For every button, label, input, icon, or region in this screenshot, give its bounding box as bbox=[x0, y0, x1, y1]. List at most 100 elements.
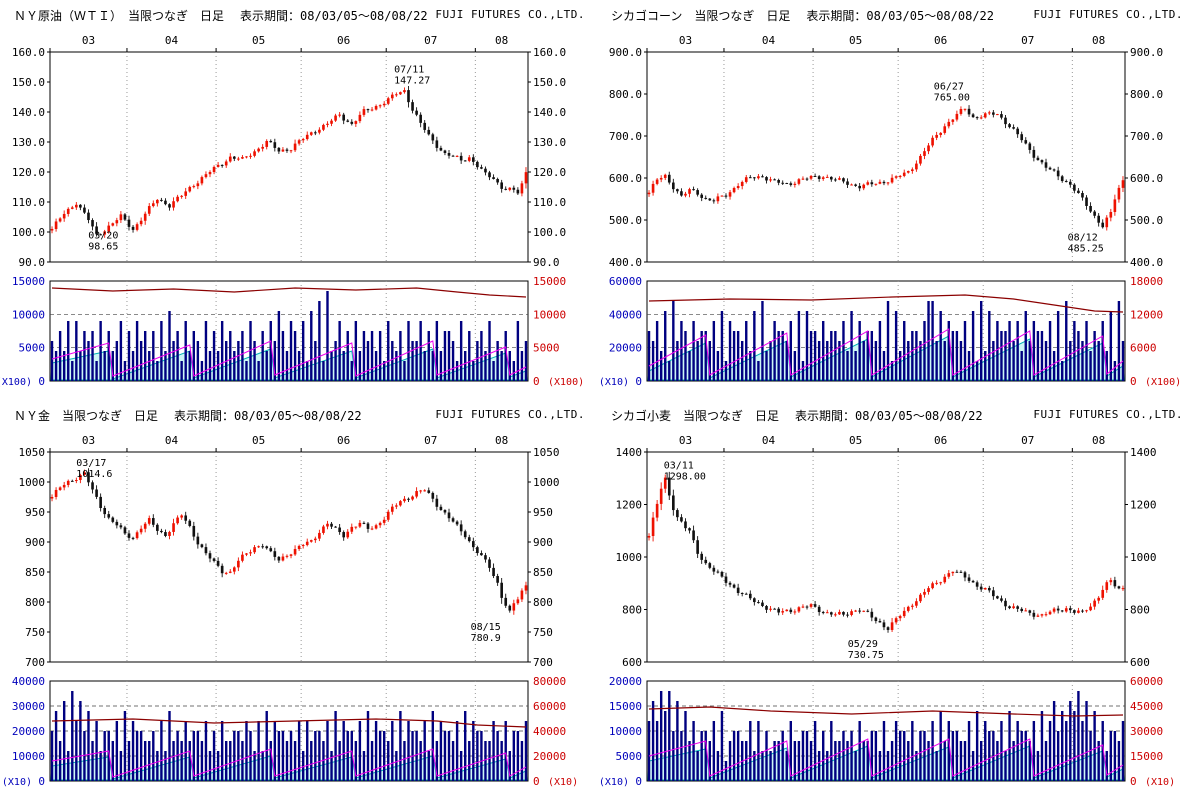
volume-bar bbox=[785, 751, 788, 781]
volume-tick-left: 10000 bbox=[12, 750, 45, 763]
volume-bar bbox=[378, 731, 382, 781]
volume-bar bbox=[757, 361, 760, 381]
company-label: FUJI FUTURES CO.,LTD. bbox=[435, 8, 585, 21]
volume-bar bbox=[1089, 351, 1092, 381]
volume-bar bbox=[382, 361, 386, 381]
month-label: 06 bbox=[934, 34, 947, 47]
price-tick-right: 500.0 bbox=[1130, 214, 1163, 227]
volume-bar bbox=[1073, 321, 1076, 381]
volume-bar bbox=[245, 361, 248, 381]
volume-bar bbox=[955, 331, 959, 381]
volume-bar bbox=[1028, 341, 1032, 381]
volume-unit-right: (X100) bbox=[1145, 377, 1181, 388]
volume-bar bbox=[915, 331, 918, 381]
company-label: FUJI FUTURES CO.,LTD. bbox=[1033, 408, 1183, 421]
chart-titlebar: ＮＹ原油（ＷＴＩ） 当限つなぎ 日足 表示期間：08/03/05～08/08/22… bbox=[14, 7, 585, 23]
volume-bar bbox=[168, 711, 171, 781]
volume-bar bbox=[459, 751, 463, 781]
volume-bar bbox=[297, 351, 301, 381]
volume-bar bbox=[387, 321, 390, 381]
volume-bar bbox=[720, 711, 724, 781]
volume-bar bbox=[71, 691, 74, 781]
price-tick-right: 600 bbox=[1130, 656, 1150, 669]
volume-bar bbox=[846, 351, 849, 381]
volume-bar bbox=[736, 331, 740, 381]
volume-bar bbox=[728, 321, 732, 381]
volume-bar bbox=[115, 721, 119, 781]
volume-bar bbox=[508, 351, 511, 381]
volume-bar bbox=[168, 311, 171, 381]
volume-tick-left: 30000 bbox=[12, 700, 45, 713]
month-label: 05 bbox=[849, 34, 862, 47]
volume-bar bbox=[1073, 711, 1076, 781]
volume-tick-left: 20000 bbox=[12, 725, 45, 738]
chart-plot-area: 03 04 05 06 07 08 1400 1400 1200 1200 1000 1000 800 8… bbox=[597, 400, 1194, 800]
chart-period-label: 表示期間：08/03/05～08/08/22 bbox=[240, 9, 428, 23]
volume-bar bbox=[50, 731, 54, 781]
volume-bar bbox=[1069, 341, 1072, 381]
volume-bar bbox=[289, 731, 293, 781]
price-tick-right: 1050 bbox=[533, 446, 560, 459]
volume-bar bbox=[111, 351, 114, 381]
company-label: FUJI FUTURES CO.,LTD. bbox=[435, 408, 585, 421]
volume-bar bbox=[1052, 701, 1056, 781]
volume-bar bbox=[358, 351, 362, 381]
volume-bar bbox=[676, 701, 679, 781]
volume-bar bbox=[1089, 731, 1092, 781]
price-tick-right: 800 bbox=[1130, 604, 1150, 617]
chart-canvas: 03 04 05 06 07 08 900.0 900.0 800.0 800.0 700.0 700… bbox=[599, 34, 1181, 388]
price-tick-left: 600.0 bbox=[609, 172, 642, 185]
volume-bar bbox=[524, 721, 528, 781]
volume-bar bbox=[854, 351, 857, 381]
volume-bar bbox=[809, 741, 813, 781]
volume-bar bbox=[253, 751, 256, 781]
chart-period-label: 表示期間：08/03/05～08/08/22 bbox=[174, 409, 362, 423]
volume-bar bbox=[431, 351, 435, 381]
volume-bar bbox=[886, 301, 890, 381]
volume-bar bbox=[419, 741, 422, 781]
volume-bar bbox=[777, 331, 780, 381]
volume-bar bbox=[427, 751, 430, 781]
volume-tick-right: 15000 bbox=[1130, 750, 1163, 763]
volume-bar bbox=[233, 731, 236, 781]
volume-bar bbox=[680, 321, 683, 381]
volume-tick-right: 60000 bbox=[1130, 675, 1163, 688]
volume-bar bbox=[427, 331, 430, 381]
chart-titlebar: シカゴコーン 当限つなぎ 日足 表示期間：08/03/05～08/08/22 FU… bbox=[611, 7, 1183, 23]
volume-bar bbox=[903, 321, 906, 381]
chart-title: ＮＹ金 当限つなぎ 日足 bbox=[14, 409, 159, 423]
volume-bar bbox=[245, 721, 248, 781]
volume-bar bbox=[127, 331, 131, 381]
volume-tick-right: 40000 bbox=[533, 725, 566, 738]
volume-bar bbox=[935, 341, 938, 381]
volume-bar bbox=[156, 751, 159, 781]
price-tick-left: 1400 bbox=[616, 446, 643, 459]
annotation-text: 03/11 bbox=[664, 460, 694, 471]
chart-panel-ny-crude: ＮＹ原油（ＷＴＩ） 当限つなぎ 日足 表示期間：08/03/05～08/08/22… bbox=[0, 0, 597, 400]
volume-bar bbox=[1004, 331, 1007, 381]
volume-bar bbox=[923, 321, 926, 381]
annotation-text: 98.65 bbox=[88, 241, 118, 252]
volume-bar bbox=[297, 721, 301, 781]
volume-bar bbox=[62, 701, 66, 781]
volume-bar bbox=[265, 711, 268, 781]
volume-bar bbox=[318, 731, 321, 781]
volume-bar bbox=[951, 731, 955, 781]
volume-bar bbox=[431, 711, 435, 781]
volume-bar bbox=[180, 361, 183, 381]
price-tick-left: 1200 bbox=[616, 499, 643, 512]
price-tick-right: 1000 bbox=[1130, 551, 1157, 564]
volume-bar bbox=[225, 741, 228, 781]
volume-bar bbox=[67, 321, 70, 381]
volume-bar bbox=[310, 311, 313, 381]
volume-bar bbox=[708, 341, 711, 381]
volume-bar bbox=[809, 331, 813, 381]
volume-bar bbox=[91, 741, 94, 781]
volume-bar bbox=[1044, 741, 1048, 781]
gridlines bbox=[644, 48, 1128, 382]
volume-bar bbox=[188, 741, 191, 781]
volume-bar bbox=[176, 331, 179, 381]
volume-bar bbox=[488, 321, 491, 381]
